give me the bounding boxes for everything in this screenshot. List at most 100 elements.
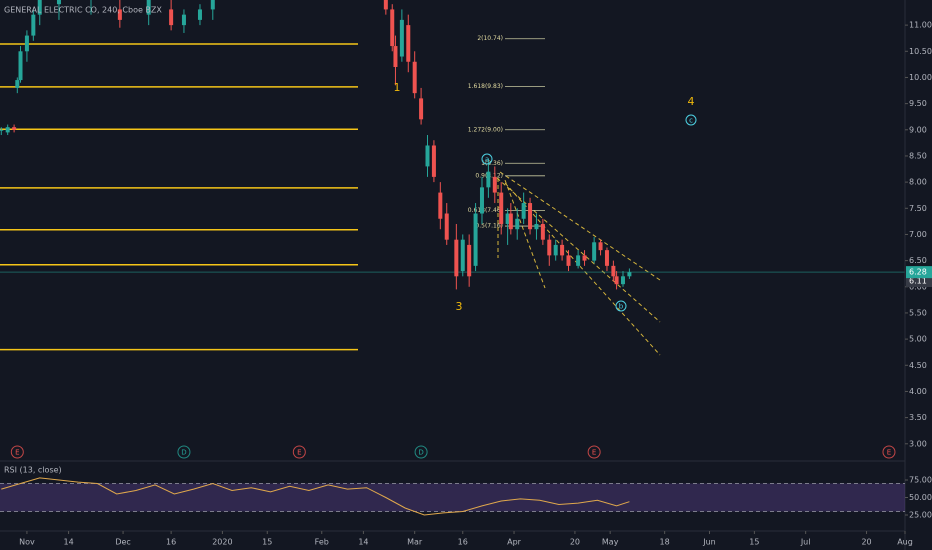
fib-label: 1.272(9.00) — [468, 126, 503, 133]
candle-body — [5, 127, 10, 133]
wave-circle — [481, 153, 493, 165]
candle-body — [169, 9, 174, 26]
wave-label: 3 — [456, 300, 463, 313]
candle-body — [473, 213, 478, 266]
candle-body — [117, 9, 122, 20]
candle-body — [627, 272, 632, 277]
x-tick-label: 14 — [63, 538, 73, 547]
event-marker — [882, 445, 896, 459]
candle-body — [479, 187, 484, 214]
candle-body — [611, 265, 616, 277]
x-tick-label: 15 — [262, 538, 272, 547]
candle-body — [412, 61, 417, 94]
y-tick-label: 10.00 — [909, 73, 932, 82]
wave-circle-label: b — [619, 303, 624, 311]
y-tick-label: 8.50 — [909, 151, 927, 160]
candle-body — [31, 14, 36, 36]
fib-label: 0.618(7.46) — [468, 207, 503, 214]
candle-body — [598, 242, 603, 251]
y-tick-label: 7.50 — [909, 204, 927, 213]
x-tick-label: 20 — [570, 538, 580, 547]
candle-body — [393, 46, 398, 67]
x-tick-label: May — [602, 538, 619, 547]
rsi-title: RSI (13, close) — [4, 466, 62, 475]
candle-body — [521, 203, 526, 219]
wave-circle-label: c — [689, 117, 693, 125]
y-tick-label: 9.50 — [909, 99, 927, 108]
candle-body — [592, 242, 597, 261]
x-tick-label: 16 — [458, 538, 468, 547]
event-label: E — [297, 449, 301, 457]
x-tick-label: Dec — [115, 538, 130, 547]
y-tick-label: 9.00 — [909, 125, 927, 134]
candle-body — [444, 213, 449, 240]
candle-body — [146, 0, 151, 15]
candle-body — [534, 223, 539, 230]
event-label: E — [592, 449, 596, 457]
candle-body — [528, 203, 533, 230]
rsi-y-tick-label: 75.00 — [909, 475, 932, 484]
x-tick-label: Feb — [315, 538, 329, 547]
candle-body — [0, 129, 4, 131]
rsi-y-tick-label: 50.00 — [909, 493, 932, 502]
x-tick-label: Mar — [407, 538, 423, 547]
y-tick-label: 7.00 — [909, 230, 927, 239]
fib-label: 1(8.36) — [481, 160, 503, 167]
candle-body — [560, 244, 565, 256]
y-tick-label: 10.50 — [909, 47, 932, 56]
candle-body — [399, 19, 404, 57]
candle-body — [419, 98, 424, 120]
x-tick-label: Aug — [897, 538, 913, 547]
x-tick-label: 2020 — [212, 538, 232, 547]
candle-body — [425, 145, 430, 167]
candle-body — [454, 239, 459, 277]
candle-body — [620, 276, 625, 285]
x-tick-label: 16 — [166, 538, 176, 547]
y-tick-label: 5.00 — [909, 335, 927, 344]
chart-title: GENERAL ELECTRIC CO, 240, Cboe BZX — [4, 6, 162, 15]
candle-body — [492, 176, 497, 193]
x-tick-label: 15 — [749, 538, 759, 547]
fib-label: 1.618(9.83) — [468, 83, 503, 90]
candle-body — [499, 192, 504, 224]
candle-body — [566, 255, 571, 266]
x-tick-label: 20 — [861, 538, 871, 547]
second-price-label: 6.11 — [909, 277, 927, 286]
fib-label: 0.5(7.16) — [475, 223, 503, 230]
wave-circle — [615, 300, 627, 312]
candle-body — [197, 9, 202, 20]
wave-circle — [685, 114, 697, 126]
y-tick-label: 3.00 — [909, 439, 927, 448]
fib-label: 2(10.74) — [477, 35, 503, 42]
wave-label: 1 — [394, 81, 401, 94]
rsi-y-tick-label: 25.00 — [909, 511, 932, 520]
x-tick-label: 14 — [358, 538, 368, 547]
candle-body — [614, 276, 619, 285]
x-tick-label: 18 — [660, 538, 670, 547]
x-tick-label: Nov — [19, 538, 35, 547]
y-tick-label: 6.50 — [909, 256, 927, 265]
candle-body — [582, 255, 587, 261]
y-tick-label: 5.50 — [909, 308, 927, 317]
x-tick-label: Jul — [800, 538, 811, 547]
candle-body — [515, 218, 520, 230]
event-marker — [10, 445, 24, 459]
event-marker — [292, 445, 306, 459]
wave-circle-label: a — [485, 156, 489, 164]
event-label: E — [887, 449, 891, 457]
last-price-box — [906, 266, 932, 279]
y-tick-label: 3.50 — [909, 413, 927, 422]
candle-body — [15, 80, 20, 88]
candle-body — [12, 127, 17, 130]
price-pane: 2(10.74)1.618(9.83)1.272(9.00)1(8.36)0.9… — [0, 0, 905, 356]
candle-body — [56, 0, 61, 5]
rsi-band — [0, 483, 905, 512]
event-marker — [587, 445, 601, 459]
wave-label: 4 — [688, 95, 695, 108]
rsi-line — [1, 477, 630, 516]
candle-body — [604, 250, 609, 266]
event-label: D — [181, 449, 186, 457]
candle-body — [24, 35, 29, 52]
y-tick-label: 4.00 — [909, 387, 927, 396]
